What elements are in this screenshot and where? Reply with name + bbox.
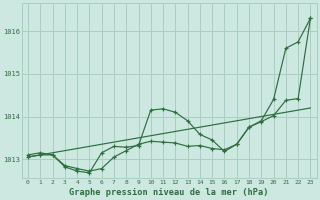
X-axis label: Graphe pression niveau de la mer (hPa): Graphe pression niveau de la mer (hPa): [69, 188, 269, 197]
